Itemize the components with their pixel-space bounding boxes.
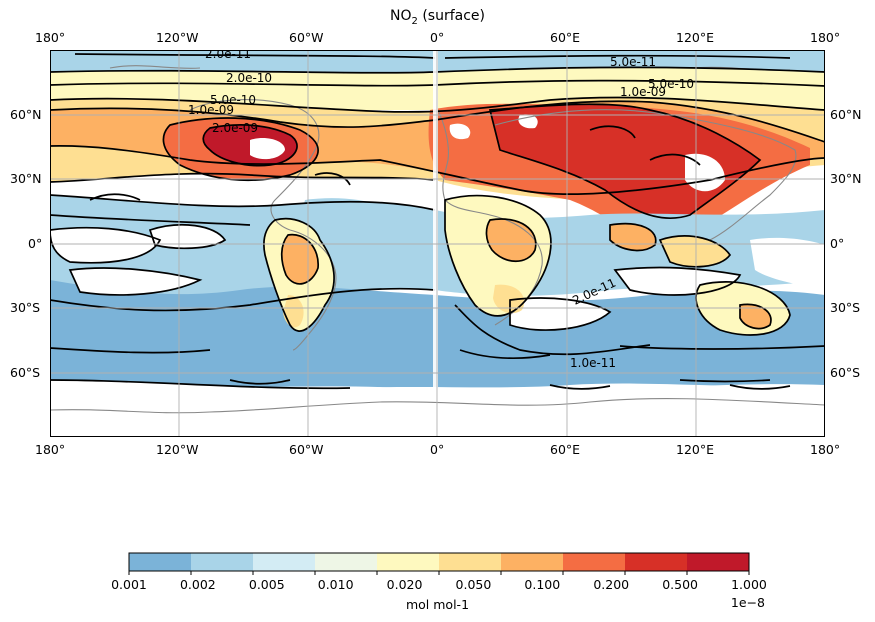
lat-tick-right: 60°N [830,107,862,122]
colorbar-tick-label: 0.005 [248,577,285,592]
lon-tick-bottom: 120°W [156,442,199,457]
colorbar-tick-label: 0.100 [524,577,561,592]
contour-label: 2.0e-10 [226,71,272,85]
colorbar-multiplier: 1e−8 [730,595,765,610]
lat-tick-left: 60°S [10,365,41,380]
colorbar-tick-label: 0.050 [455,577,492,592]
colorbar-segment [191,553,254,571]
contour-label: 5.0e-10 [210,93,256,107]
colorbar-tick-label: 0.500 [662,577,699,592]
gridlines [50,50,825,437]
colorbar-segment [129,553,192,571]
contour-label: 5.0e-10 [648,77,694,91]
colorbar-segment [563,553,626,571]
lat-tick-right: 60°S [830,365,861,380]
contour-label: 2.0e-11 [205,50,251,61]
contour-lines [50,53,825,390]
map-title: NO2 (surface) [390,8,485,27]
coastlines [50,65,825,414]
colorbar-tick-label: 1.000 [731,577,767,592]
colorbar-segment [315,553,378,571]
lat-tick-right: 0° [830,236,845,251]
colorbar-tick-label: 0.002 [179,577,216,592]
contour-label: 5.0e-11 [610,55,656,69]
lon-tick-top: 60°W [289,30,324,45]
map-panel: 2.0e-11 5.0e-11 2.0e-10 1.0e-09 5.0e-10 … [50,50,825,437]
colorbar-segment [377,553,440,571]
lon-tick-bottom: 60°W [289,442,324,457]
colorbar-label: mol mol-1 [405,597,470,612]
lat-tick-left: 30°N [10,171,42,186]
lon-tick-bottom: 60°E [550,442,581,457]
colorbar-segment [687,553,750,571]
colorbar-tick-label: 0.010 [317,577,354,592]
colorbar-tick-label: 0.020 [386,577,423,592]
lon-tick-bottom: 180° [810,442,841,457]
contour-label: 1.0e-11 [570,356,616,370]
colorbar-segment [501,553,564,571]
lon-tick-bottom: 0° [430,442,445,457]
colorbar [128,552,750,575]
contour-label: 1.0e-09 [188,103,234,117]
lon-tick-top: 120°E [676,30,715,45]
lat-tick-right: 30°N [830,171,862,186]
colorbar-segment [439,553,502,571]
lon-tick-top: 180° [35,30,66,45]
lat-tick-right: 30°S [830,300,861,315]
pacific-light-blue [303,198,400,235]
lon-tick-bottom: 120°E [676,442,715,457]
lat-tick-left: 60°N [10,107,42,122]
siberia-hot [490,104,760,219]
colorbar-tick-label: 0.001 [111,577,147,592]
lon-tick-top: 180° [810,30,841,45]
colorbar-segment [625,553,688,571]
colorbar-segment [253,553,316,571]
lon-tick-top: 0° [430,30,445,45]
lat-tick-left: 0° [28,236,43,251]
lon-tick-top: 120°W [156,30,199,45]
lat-tick-left: 30°S [10,300,41,315]
antarctic-white [50,384,825,437]
contour-label: 2.0e-09 [212,121,258,135]
contour-label: 1.0e-09 [620,85,666,99]
lon-tick-top: 60°E [550,30,581,45]
lon-tick-bottom: 180° [35,442,66,457]
colorbar-tick-label: 0.200 [593,577,630,592]
